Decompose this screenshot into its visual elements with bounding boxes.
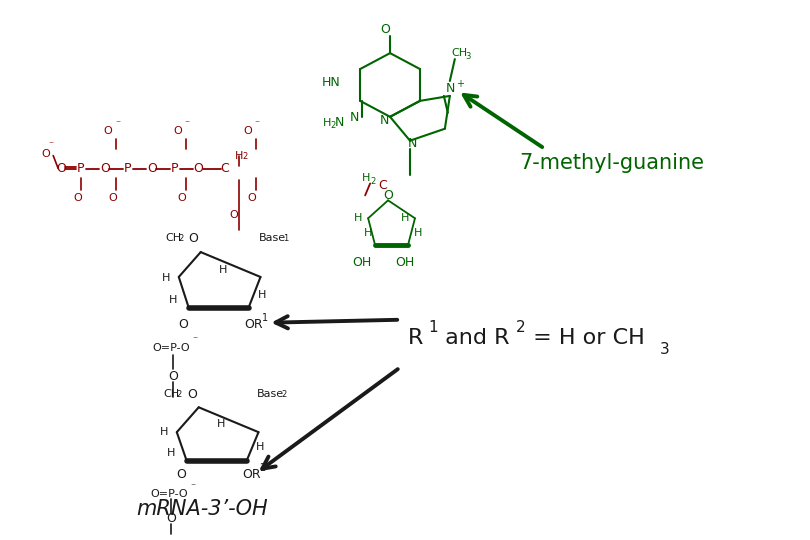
Text: O=P-O: O=P-O <box>151 489 189 499</box>
Text: ⁻: ⁻ <box>193 336 198 346</box>
Text: and R: and R <box>438 328 509 348</box>
Text: OH: OH <box>352 255 372 268</box>
Text: ⁻: ⁻ <box>115 120 120 130</box>
Text: OR: OR <box>245 318 263 331</box>
Text: O: O <box>178 318 188 331</box>
Text: 1: 1 <box>284 234 288 243</box>
Text: P: P <box>171 162 178 175</box>
Text: H: H <box>219 265 227 275</box>
Text: O: O <box>73 193 82 204</box>
Text: H: H <box>258 290 266 300</box>
Text: O: O <box>176 468 185 482</box>
Text: CH: CH <box>166 233 182 243</box>
Text: H: H <box>235 151 243 160</box>
Text: 2: 2 <box>370 177 375 186</box>
Text: 2: 2 <box>516 320 525 335</box>
Text: N: N <box>335 116 344 129</box>
Text: P: P <box>77 162 84 175</box>
Text: C: C <box>220 162 229 175</box>
Text: ⁻: ⁻ <box>190 482 196 492</box>
Text: = H or CH: = H or CH <box>526 328 644 348</box>
Text: H: H <box>364 228 373 238</box>
Text: H: H <box>160 427 168 437</box>
Text: H: H <box>162 273 170 283</box>
Text: H: H <box>168 295 177 305</box>
Text: H: H <box>354 213 362 223</box>
Text: H: H <box>323 118 331 128</box>
Text: 3: 3 <box>466 52 471 60</box>
Text: N: N <box>349 111 359 124</box>
Text: CH: CH <box>164 389 180 400</box>
Text: +: + <box>456 79 464 89</box>
Text: N: N <box>379 114 389 127</box>
Text: N: N <box>446 83 455 96</box>
Text: O: O <box>380 23 390 36</box>
Text: N: N <box>407 137 416 150</box>
Text: O: O <box>100 162 110 175</box>
Text: 2: 2 <box>177 390 182 400</box>
Text: O: O <box>56 162 66 175</box>
Text: 2: 2 <box>242 152 248 160</box>
Text: 2: 2 <box>179 234 184 243</box>
Text: ⁻: ⁻ <box>49 140 53 151</box>
Text: O: O <box>104 126 113 136</box>
Text: OR: OR <box>242 468 261 482</box>
Text: O: O <box>194 162 203 175</box>
Text: O: O <box>383 189 393 202</box>
Text: O: O <box>187 388 197 401</box>
Text: 7-methyl-guanine: 7-methyl-guanine <box>519 153 705 173</box>
Text: H: H <box>401 213 409 223</box>
Text: 3: 3 <box>660 342 670 357</box>
Text: O: O <box>168 370 177 383</box>
Text: 1: 1 <box>262 313 267 323</box>
Text: O: O <box>147 162 157 175</box>
Text: O=P-O: O=P-O <box>153 342 190 353</box>
Text: ⁻: ⁻ <box>185 120 190 130</box>
Text: H: H <box>414 228 422 238</box>
Text: C: C <box>378 179 387 192</box>
Text: OH: OH <box>395 255 415 268</box>
Text: Base: Base <box>258 233 286 243</box>
Text: H: H <box>362 173 370 184</box>
Text: mRNA-3’-OH: mRNA-3’-OH <box>136 499 267 519</box>
Text: HN: HN <box>322 77 340 90</box>
Text: O: O <box>248 193 256 204</box>
Text: 2: 2 <box>281 390 287 400</box>
Text: O: O <box>243 126 252 136</box>
Text: O: O <box>41 148 50 159</box>
Text: O: O <box>189 232 198 245</box>
Text: CH: CH <box>452 48 468 58</box>
Text: 2: 2 <box>330 122 335 130</box>
Text: O: O <box>108 193 117 204</box>
Text: ⁻: ⁻ <box>254 120 260 130</box>
Text: O: O <box>229 210 238 220</box>
Text: O: O <box>173 126 182 136</box>
Text: H: H <box>256 442 265 452</box>
Text: H: H <box>216 419 225 429</box>
Text: 1: 1 <box>428 320 437 335</box>
Text: O: O <box>177 193 186 204</box>
Text: H: H <box>167 448 175 458</box>
Text: R: R <box>408 328 424 348</box>
Text: P: P <box>124 162 131 175</box>
Text: O: O <box>166 512 176 525</box>
Text: Base: Base <box>257 389 283 400</box>
Text: 2: 2 <box>259 463 266 473</box>
